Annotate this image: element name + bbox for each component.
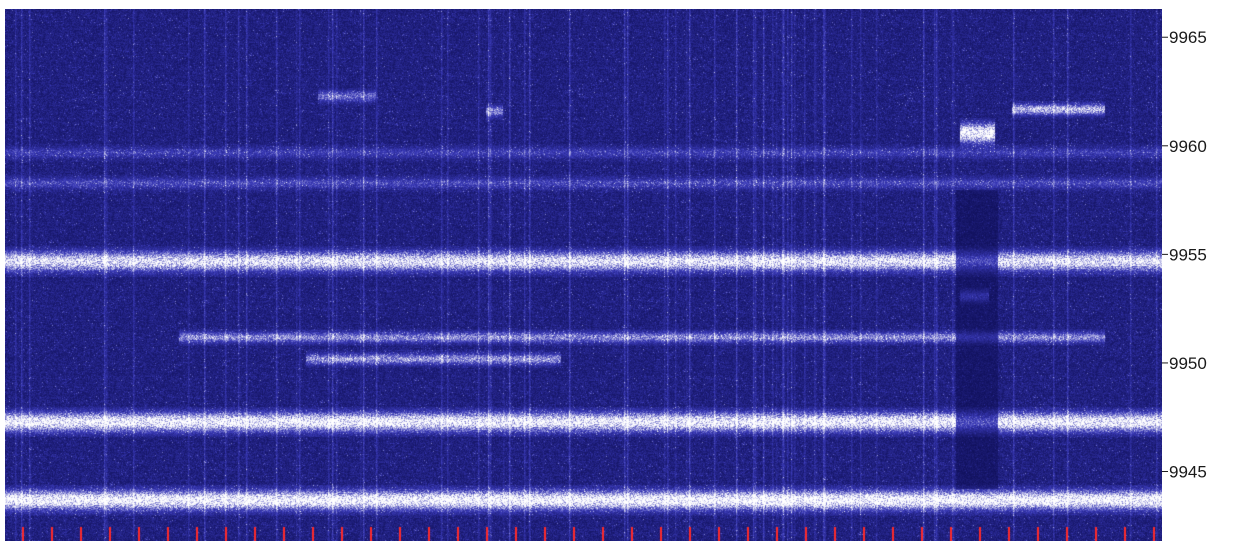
waterfall-display — [5, 9, 1162, 541]
frequency-axis-ticks: 9965 9960 9955 9950 9945 — [1162, 28, 1207, 482]
frequency-tick-label: 9950 — [1169, 354, 1207, 373]
frequency-tick-label: 9945 — [1169, 463, 1207, 482]
waterfall-heatmap — [5, 9, 1162, 541]
frequency-tick-label: 9960 — [1169, 137, 1207, 156]
frequency-tick-label: 9955 — [1169, 245, 1207, 264]
frequency-axis: 9965 9960 9955 9950 9945 — [1162, 28, 1207, 482]
frequency-tick-label: 9965 — [1169, 28, 1207, 47]
